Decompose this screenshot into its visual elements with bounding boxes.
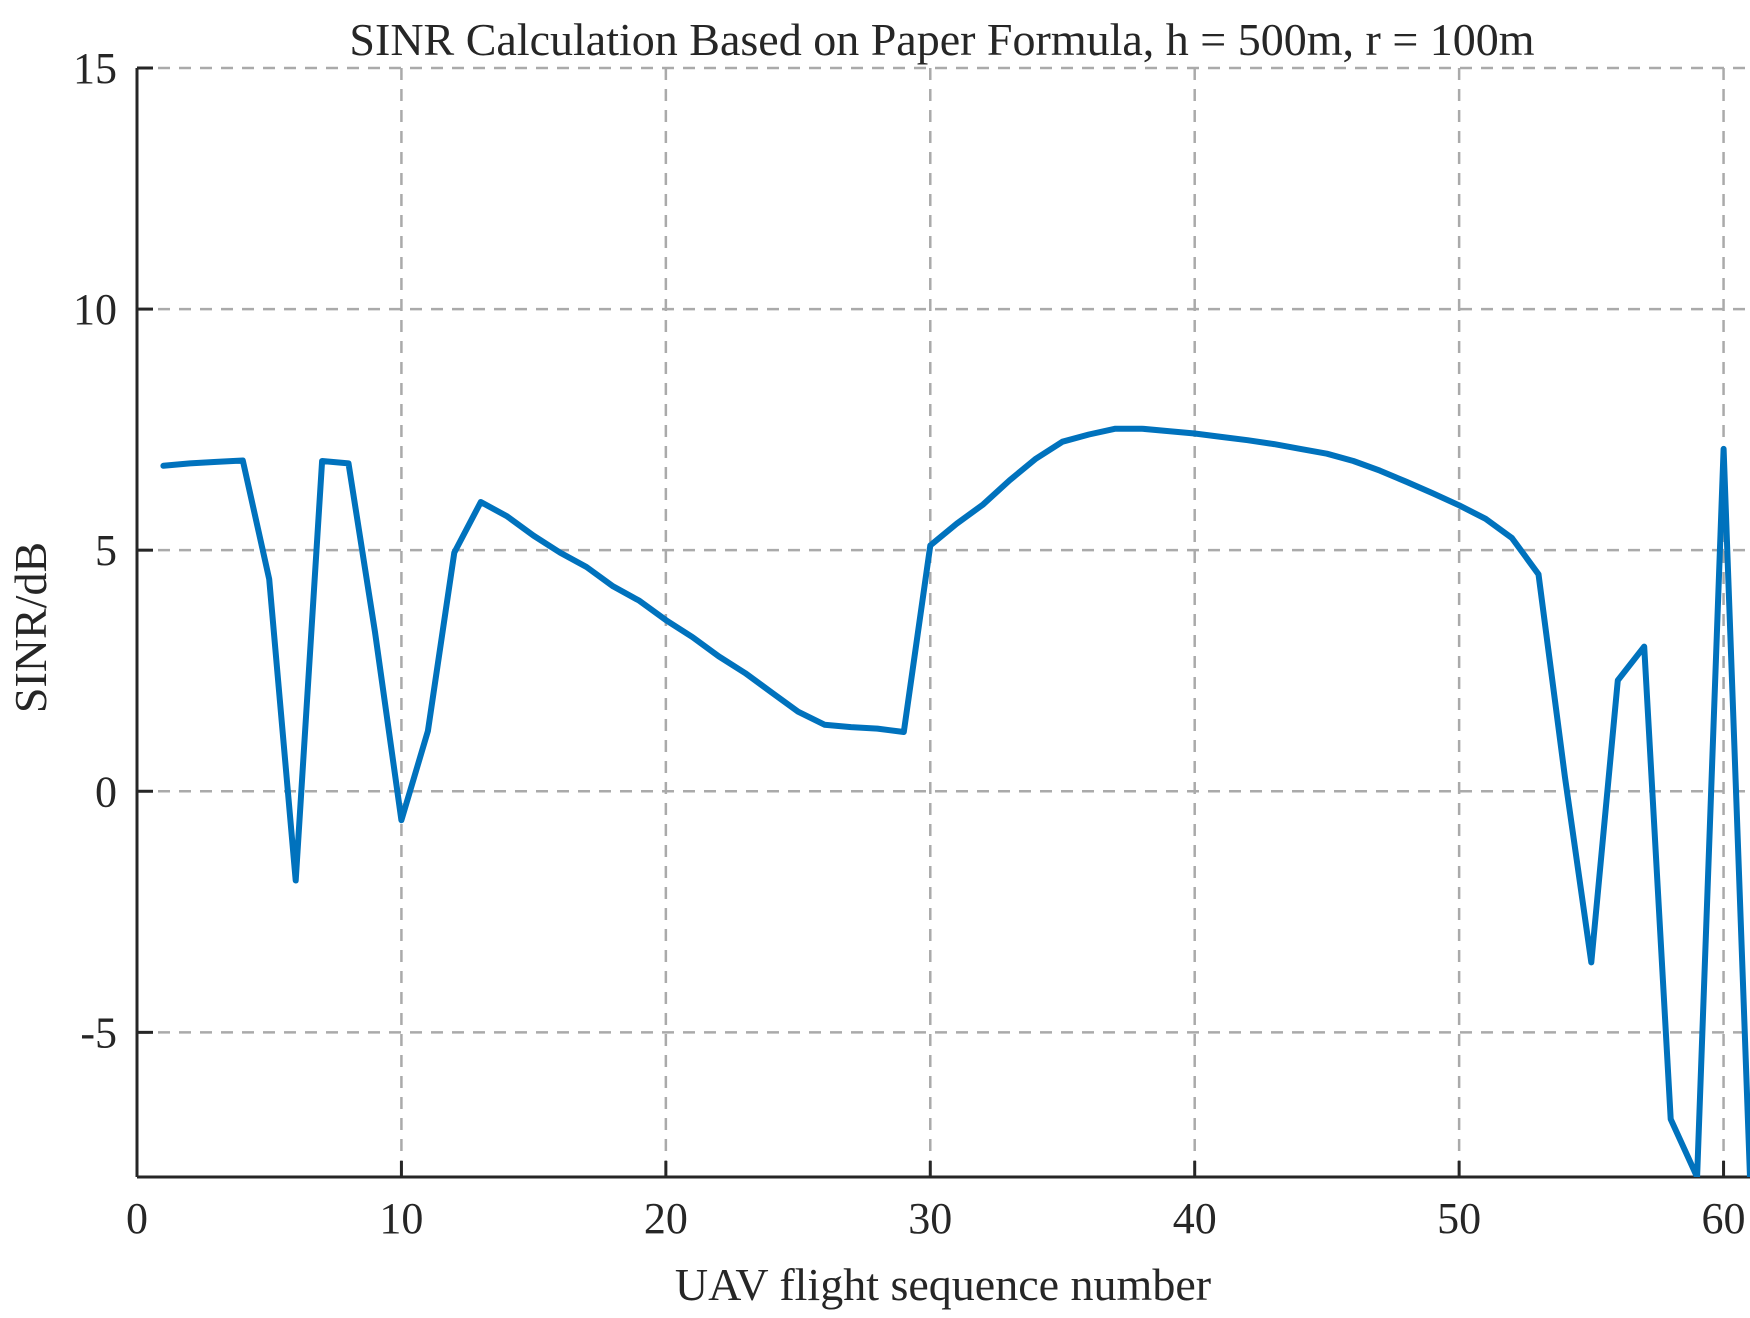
y-tick-label: 15 — [73, 44, 117, 93]
y-tick-label: -5 — [80, 1008, 117, 1057]
x-tick-label: 20 — [644, 1194, 688, 1243]
x-tick-label: 40 — [1173, 1194, 1217, 1243]
grid-lines — [137, 66, 1750, 1177]
x-tick-label: 60 — [1702, 1194, 1746, 1243]
series-group — [160, 425, 1750, 1177]
tick-labels: 0 10 20 30 40 50 60 -5 0 5 10 15 — [73, 44, 1746, 1243]
axes — [135, 68, 1750, 1179]
y-axis-title: SINR/dB — [5, 542, 56, 713]
y-tick-label: 5 — [95, 526, 117, 575]
y-tick-label: 0 — [95, 767, 117, 816]
x-tick-label: 10 — [379, 1194, 423, 1243]
x-tick-label: 0 — [126, 1194, 148, 1243]
chart-title: SINR Calculation Based on Paper Formula,… — [349, 14, 1534, 65]
series-line — [160, 425, 1750, 1177]
x-axis-title: UAV flight sequence number — [675, 1259, 1211, 1310]
tick-marks — [135, 66, 1726, 1177]
y-tick-label: 10 — [73, 285, 117, 334]
plot-area — [137, 68, 1750, 1177]
x-tick-label: 30 — [908, 1194, 952, 1243]
x-tick-label: 50 — [1437, 1194, 1481, 1243]
